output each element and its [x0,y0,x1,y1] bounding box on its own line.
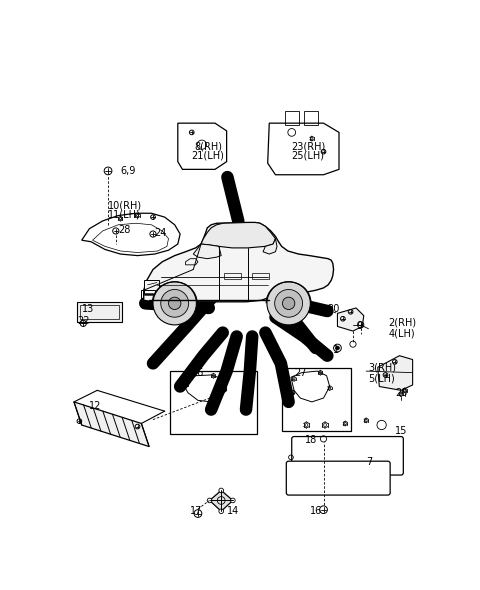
Circle shape [219,509,224,513]
Polygon shape [268,123,339,175]
Bar [144,280,159,294]
Circle shape [336,346,339,350]
Text: 20: 20 [327,304,340,314]
Text: 2(RH): 2(RH) [389,317,417,327]
Text: 5(LH): 5(LH) [369,373,395,383]
Bar [77,302,122,322]
Circle shape [267,282,311,325]
Bar [170,371,257,434]
Text: 18: 18 [305,435,317,445]
Polygon shape [82,213,180,255]
Text: 25(LH): 25(LH) [291,150,324,160]
Text: 22: 22 [77,316,90,326]
Circle shape [275,290,302,317]
FancyBboxPatch shape [292,437,403,475]
Text: 11(LH): 11(LH) [108,210,141,220]
Text: 14: 14 [227,506,239,516]
Text: 27: 27 [294,368,307,378]
Polygon shape [263,239,277,254]
Text: 21(LH): 21(LH) [192,150,225,160]
Circle shape [230,498,235,503]
Bar [282,368,351,431]
Bar [142,290,156,301]
Bar [80,305,119,319]
Text: 26: 26 [192,368,204,378]
Bar [304,111,318,124]
Circle shape [207,498,212,503]
Text: 1: 1 [333,345,339,355]
Circle shape [161,290,189,317]
Polygon shape [144,222,334,302]
Text: 16: 16 [311,506,323,516]
Text: 7: 7 [366,457,372,467]
Circle shape [219,488,224,493]
Text: 19: 19 [212,389,224,399]
Text: 6,9: 6,9 [120,166,136,176]
Text: 3(RH): 3(RH) [369,362,396,372]
Text: 10(RH): 10(RH) [108,201,142,211]
Text: 23(RH): 23(RH) [291,141,325,151]
Polygon shape [378,356,413,391]
Text: 8(RH): 8(RH) [194,141,222,151]
Polygon shape [193,244,221,258]
Text: 9: 9 [356,322,362,332]
Text: 24: 24 [155,228,167,238]
FancyBboxPatch shape [286,461,390,495]
Bar [252,273,269,278]
Polygon shape [337,308,364,331]
Circle shape [282,297,295,310]
Text: 15: 15 [395,426,407,436]
Circle shape [168,297,181,310]
Bar [285,111,299,124]
Text: 12: 12 [89,401,102,411]
Circle shape [153,282,196,325]
Text: 28: 28 [118,225,131,235]
Polygon shape [74,402,149,447]
Bar [224,273,241,278]
Text: 13: 13 [82,304,94,314]
Text: 17: 17 [190,506,203,516]
Polygon shape [210,490,233,512]
Polygon shape [201,222,276,248]
Polygon shape [178,123,227,169]
Text: 20: 20 [395,388,407,398]
Text: 4(LH): 4(LH) [389,329,415,339]
